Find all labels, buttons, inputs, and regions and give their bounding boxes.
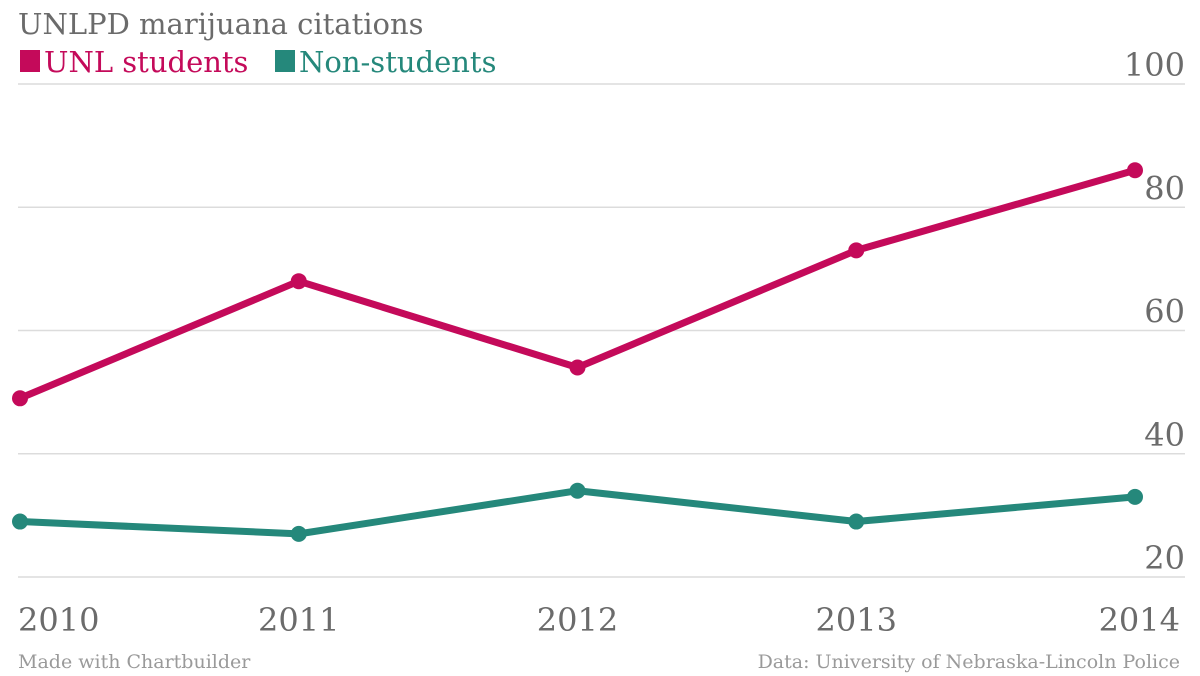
grid bbox=[18, 83, 1185, 578]
y-axis-ticks: 20 40 60 80 100 bbox=[1124, 46, 1185, 577]
legend-label-unl-students: UNL students bbox=[44, 45, 248, 79]
data-point-unl-students-2014 bbox=[1127, 162, 1143, 179]
y-tick-label-40: 40 bbox=[1144, 416, 1185, 454]
data-point-non-students-2011 bbox=[290, 525, 307, 542]
data-point-non-students-2012 bbox=[569, 482, 586, 499]
x-axis-ticks: 2010 2011 2012 2013 2014 bbox=[18, 601, 1180, 639]
x-tick-label-2010: 2010 bbox=[18, 601, 99, 639]
legend-label-non-students: Non-students bbox=[299, 45, 496, 79]
data-point-unl-students-2010 bbox=[12, 390, 28, 407]
x-tick-label-2013: 2013 bbox=[816, 601, 897, 639]
data-point-unl-students-2011 bbox=[290, 273, 307, 290]
data-point-unl-students-2012 bbox=[569, 359, 586, 376]
y-tick-label-100: 100 bbox=[1124, 46, 1185, 84]
y-tick-label-60: 60 bbox=[1144, 293, 1185, 331]
data-point-non-students-2013 bbox=[848, 513, 865, 530]
data-point-unl-students-2013 bbox=[848, 242, 865, 259]
legend-swatch-unl-students bbox=[20, 50, 40, 72]
series bbox=[12, 162, 1143, 542]
x-tick-label-2014: 2014 bbox=[1099, 601, 1180, 639]
y-tick-label-20: 20 bbox=[1144, 539, 1185, 577]
legend-swatch-non-students bbox=[275, 50, 295, 72]
legend: UNL students Non-students bbox=[20, 45, 496, 79]
y-tick-label-80: 80 bbox=[1144, 169, 1185, 207]
data-point-non-students-2010 bbox=[12, 513, 28, 530]
source-text: Data: University of Nebraska-Lincoln Pol… bbox=[758, 651, 1180, 673]
x-tick-label-2011: 2011 bbox=[258, 601, 339, 639]
x-tick-label-2012: 2012 bbox=[537, 601, 618, 639]
data-point-non-students-2014 bbox=[1127, 488, 1143, 505]
chart-title: UNLPD marijuana citations bbox=[18, 7, 424, 41]
credit-text: Made with Chartbuilder bbox=[18, 651, 251, 673]
